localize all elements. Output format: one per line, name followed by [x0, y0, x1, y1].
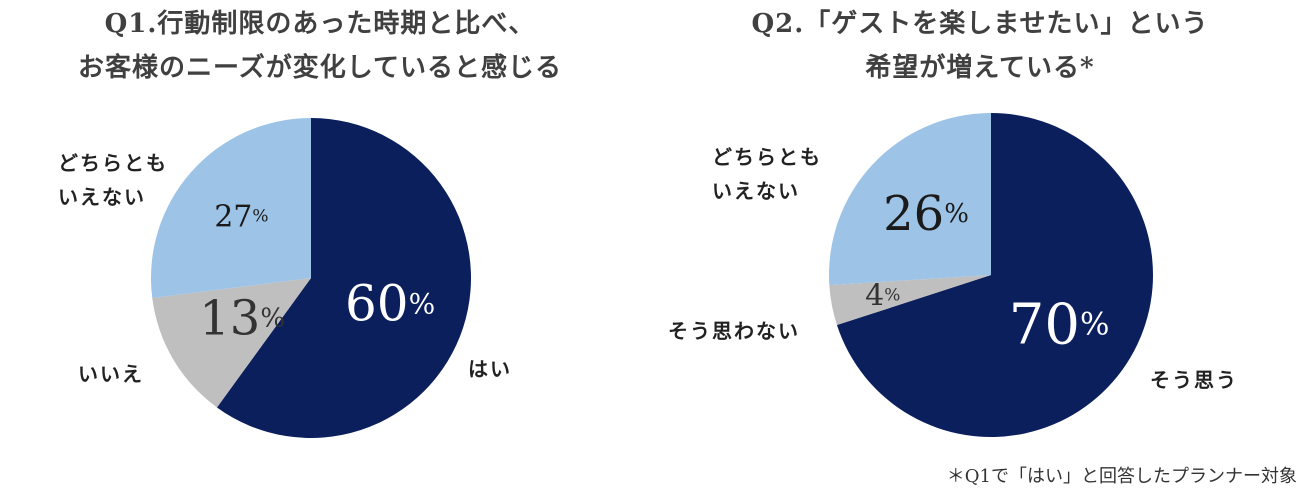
- chart1-value-a: 60%: [345, 275, 435, 333]
- chart1-label-yes: はい: [468, 357, 512, 381]
- chart2-value-c: 26%: [883, 186, 969, 242]
- chart1-label-neither: どちらとも いえない: [58, 151, 168, 209]
- chart2-value-a: 70%: [1009, 292, 1110, 357]
- chart1-title-line1: Q1.行動制限のあった時期と比べ、: [104, 9, 536, 39]
- chart2-title-line1: Q2.「ゲストを楽しませたい」という: [751, 9, 1209, 39]
- chart1-value-c: 27%: [214, 199, 268, 234]
- chart2-title-line2: 希望が増えている*: [865, 53, 1095, 83]
- chart2-label-disagree: そう思わない: [668, 319, 800, 343]
- chart2-title: Q2.「ゲストを楽しませたい」という 希望が増えている*: [660, 2, 1300, 90]
- chart1-slice-b: [152, 278, 311, 408]
- chart1-slice-c: [150, 118, 311, 299]
- chart2-label-neither: どちらとも いえない: [712, 145, 822, 203]
- chart2-label-agree: そう思う: [1150, 368, 1238, 392]
- footnote: ＊Q1で「はい」と回答したプランナー対象: [946, 466, 1297, 487]
- chart2-slice-a: [836, 113, 1153, 437]
- chart1-title-line2: お客様のニーズが変化していると感じる: [78, 53, 562, 83]
- chart1-title: Q1.行動制限のあった時期と比べ、 お客様のニーズが変化していると感じる: [0, 2, 640, 90]
- chart2-slice-c: [828, 113, 991, 286]
- chart1-value-b: 13%: [199, 291, 285, 347]
- chart2-value-b: 4%: [865, 278, 900, 313]
- chart2-slice-b: [829, 275, 991, 326]
- chart1-slice-a: [216, 118, 471, 438]
- chart1-label-no: いいえ: [78, 362, 144, 386]
